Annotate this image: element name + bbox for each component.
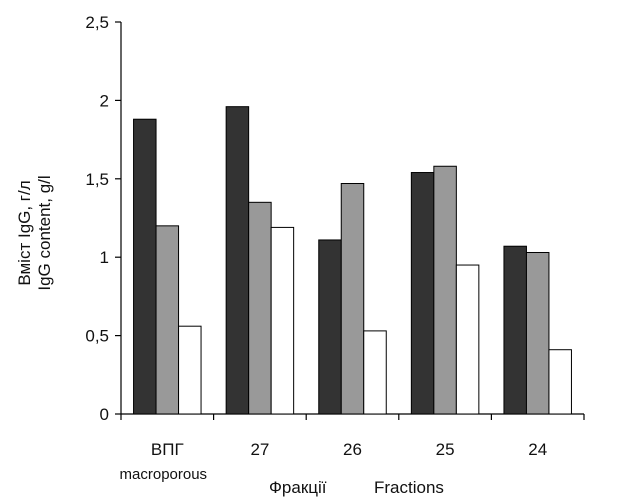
- bar-series-2: [433, 165, 457, 415]
- y-tick-marks: [115, 21, 121, 415]
- bar-series-1: [318, 239, 342, 415]
- x-category-label: 26: [343, 440, 362, 459]
- x-category-sublabel: macroporous: [120, 466, 208, 483]
- bar-series-2: [525, 251, 550, 415]
- bar-series-2: [340, 183, 365, 415]
- bar-series-3: [455, 264, 480, 415]
- y-tick-label: 0,5: [85, 327, 109, 346]
- y-tick-label: 2,5: [85, 13, 109, 32]
- y-axis-title-line2: IgG content, g/l: [35, 175, 54, 290]
- bar-series-3: [178, 325, 202, 415]
- bar-series-3: [548, 349, 572, 415]
- bar-series-2: [155, 225, 180, 415]
- x-category-label: 27: [250, 440, 269, 459]
- bar-series-3: [363, 330, 387, 415]
- bar-series-1: [410, 172, 435, 415]
- bar-series-3: [270, 226, 295, 415]
- bars: [133, 106, 572, 415]
- y-tick-label: 1,5: [85, 170, 109, 189]
- x-category-label: ВПГ: [151, 440, 184, 459]
- x-tick-marks: [120, 414, 585, 420]
- y-tick-label: 0: [100, 405, 109, 424]
- y-tick-label: 1: [100, 248, 109, 267]
- y-axis-title-line1: Вміст IgG, г/л: [15, 180, 34, 285]
- x-category-label: 24: [528, 440, 547, 459]
- x-tick-labels: ВПГ macroporous 27 26 25 24: [120, 440, 548, 483]
- x-axis-title-english: Fractions: [374, 478, 444, 497]
- bar-series-2: [248, 201, 272, 415]
- x-category-label: 25: [436, 440, 455, 459]
- bar-series-1: [225, 106, 250, 415]
- y-tick-labels: 0 0,5 1 1,5 2 2,5: [85, 13, 109, 424]
- bar-series-1: [503, 245, 527, 415]
- bar-series-1: [133, 118, 157, 415]
- y-tick-label: 2: [100, 91, 109, 110]
- x-axis-title-ukrainian: Фракції: [269, 478, 327, 497]
